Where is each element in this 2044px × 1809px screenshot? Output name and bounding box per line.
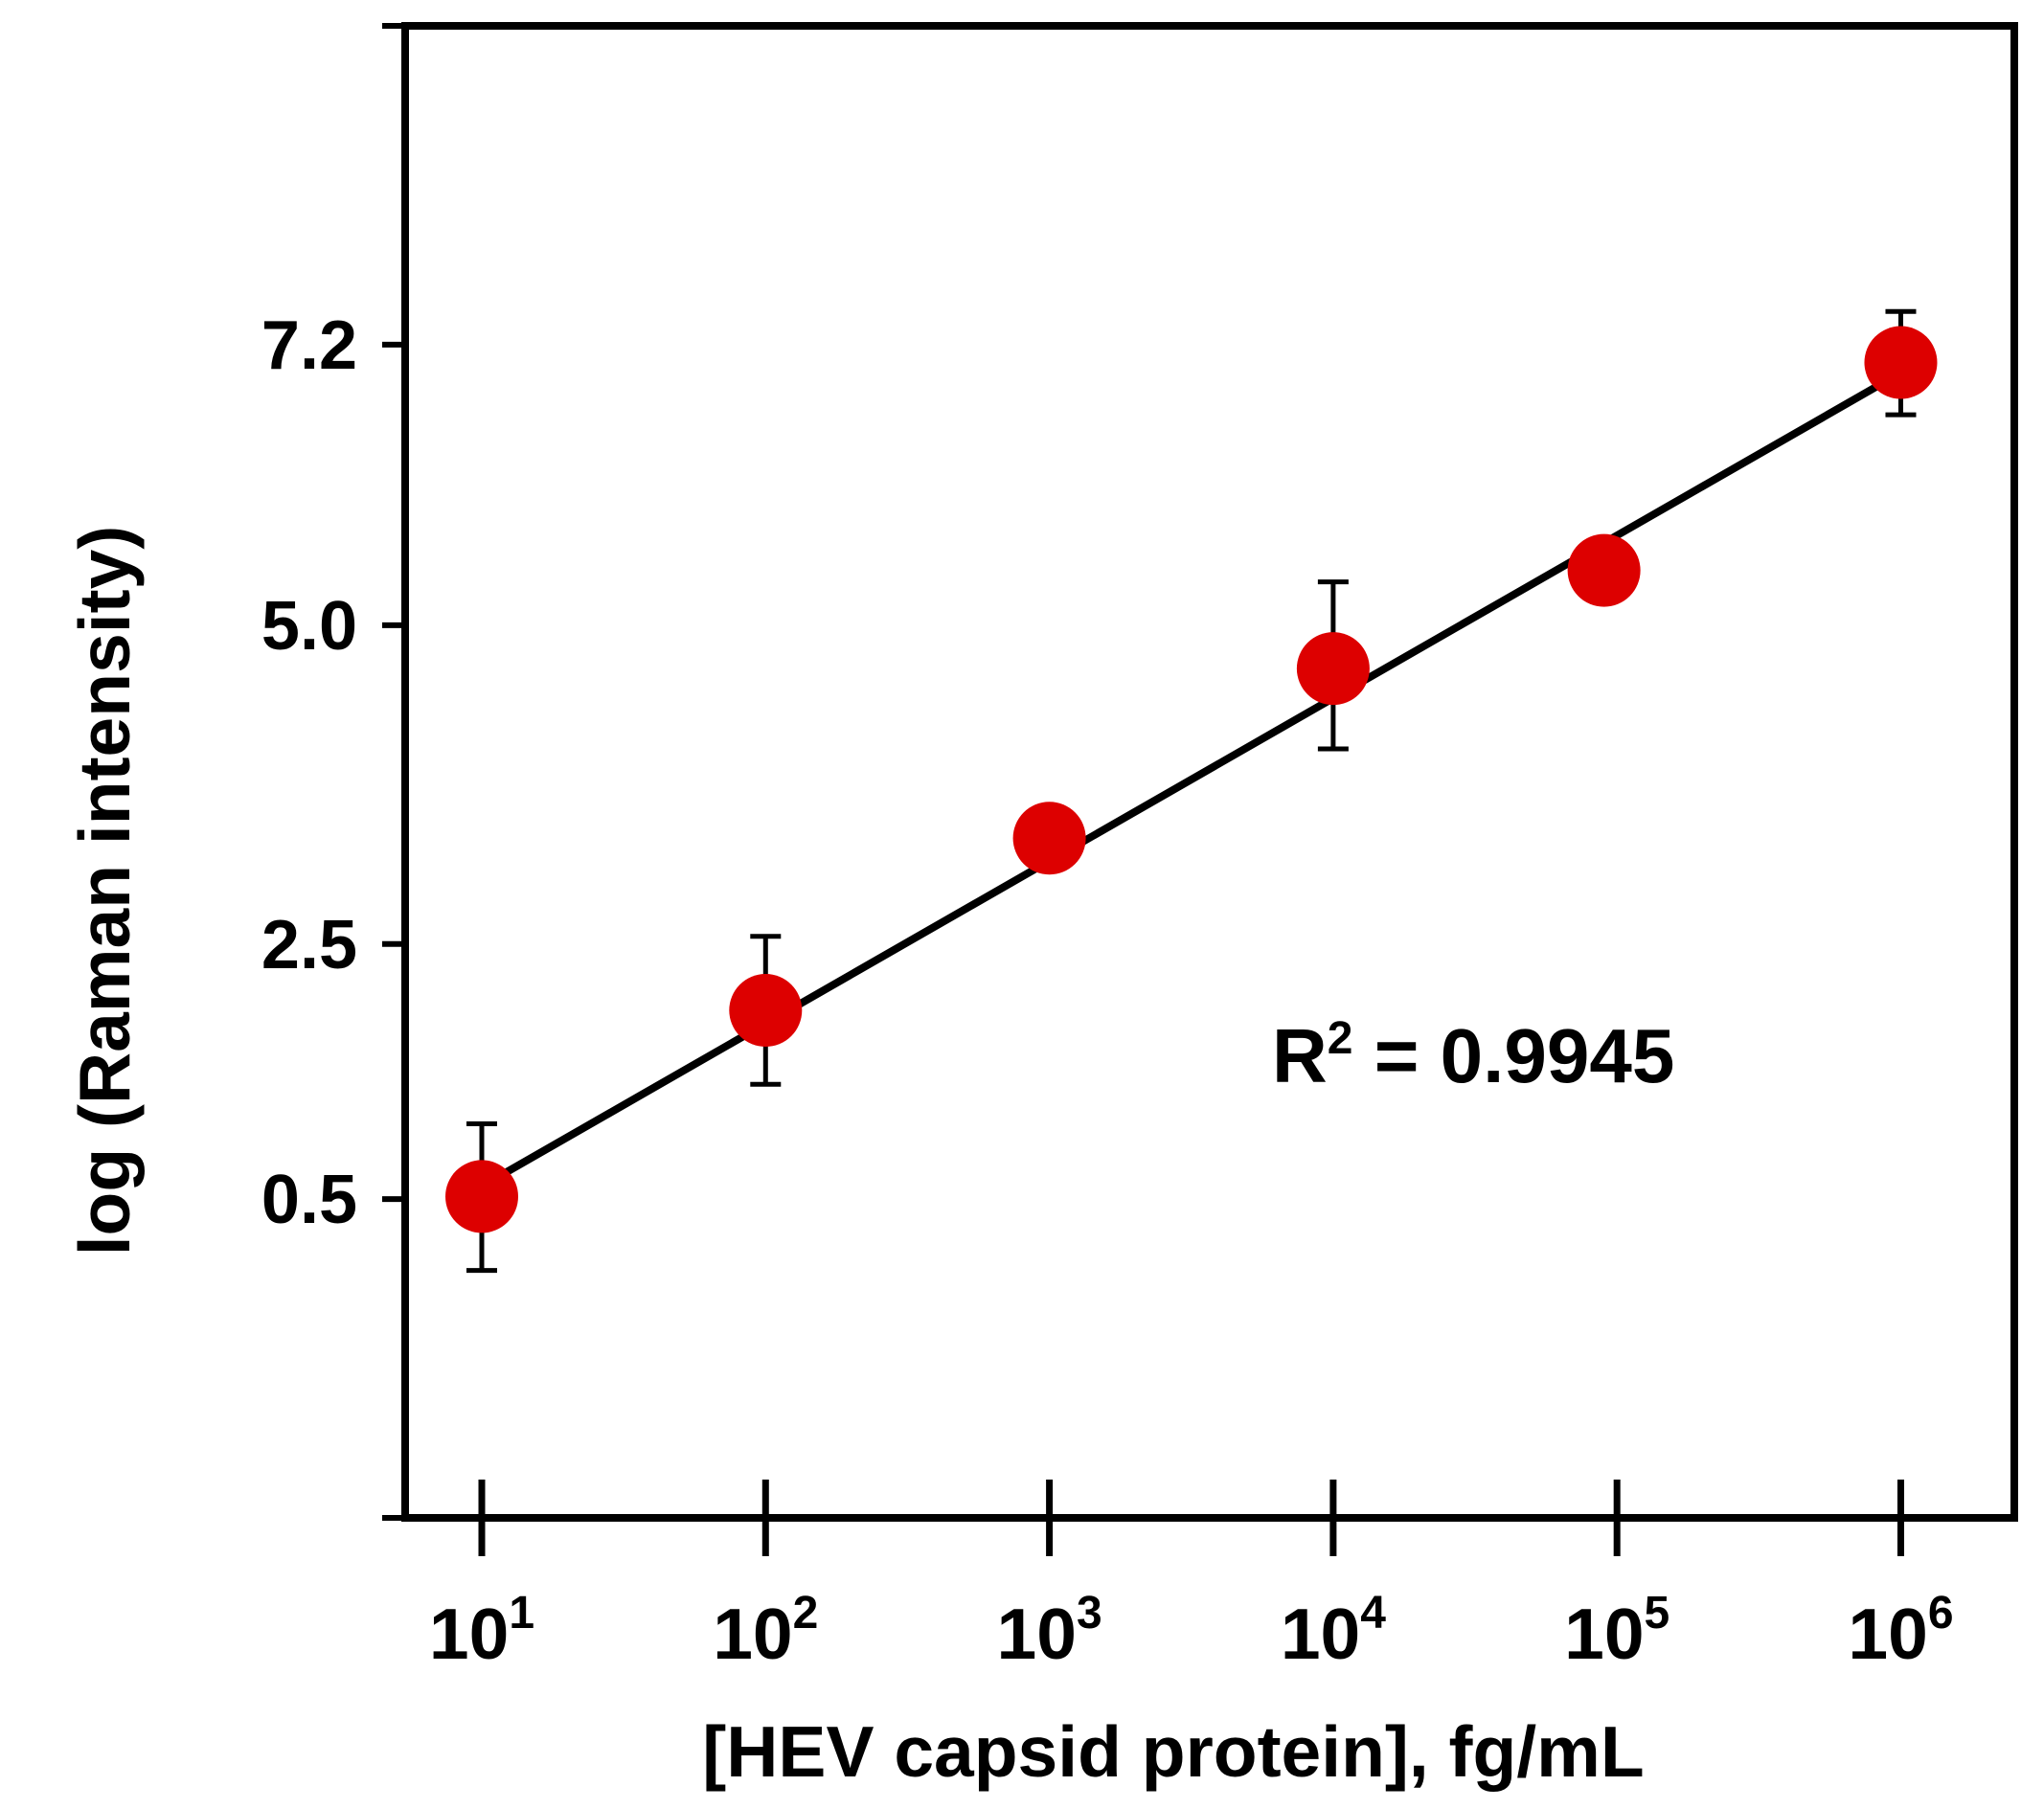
- plot-area-border: [401, 22, 2018, 1522]
- plot-frame: [401, 22, 2018, 1522]
- x-tick-label: 102: [713, 1588, 818, 1674]
- x-axis-ticks: 101 102 103 104 105 106: [429, 1480, 1954, 1674]
- x-tick-label: 106: [1848, 1588, 1953, 1674]
- y-tick-label: 2.5: [261, 907, 357, 984]
- r-squared-value: = 0.9945: [1352, 1013, 1674, 1098]
- error-bars: [466, 308, 1917, 1274]
- x-tick-label: 105: [1564, 1588, 1669, 1674]
- x-axis-title: [HEV capsid protein], fg/mL: [702, 1711, 1644, 1792]
- x-tick-label: 103: [997, 1588, 1102, 1674]
- x-tick-label: 104: [1281, 1588, 1386, 1674]
- data-point: [729, 974, 803, 1048]
- x-tick-label-base: 10: [1281, 1594, 1360, 1674]
- y-axis-ticks: 0.5 2.5 5.0 7.2: [261, 23, 405, 1521]
- r-squared-annotation: R2 = 0.9945: [1272, 1013, 1674, 1098]
- x-tick-label-base: 10: [1848, 1594, 1927, 1674]
- data-point: [1012, 802, 1086, 875]
- x-tick-label-exponent: 5: [1645, 1588, 1670, 1639]
- data-point: [1864, 326, 1938, 399]
- fit-line-group: [478, 369, 1905, 1190]
- y-tick-label: 5.0: [261, 588, 357, 665]
- x-tick-label-base: 10: [429, 1594, 509, 1674]
- x-tick-label-base: 10: [713, 1594, 792, 1674]
- data-point: [1567, 533, 1641, 607]
- y-tick-label: 7.2: [261, 307, 357, 384]
- data-points: [445, 326, 1938, 1233]
- fit-line: [478, 369, 1905, 1190]
- x-tick-label-exponent: 1: [509, 1588, 534, 1639]
- x-tick-label-exponent: 2: [793, 1588, 819, 1639]
- x-tick-label-base: 10: [1564, 1594, 1644, 1674]
- x-tick-label-exponent: 4: [1360, 1588, 1386, 1639]
- r-squared-superscript: 2: [1328, 1013, 1353, 1064]
- data-point: [1296, 632, 1370, 706]
- data-point: [445, 1160, 518, 1233]
- x-tick-label-exponent: 3: [1077, 1588, 1102, 1639]
- r-squared-symbol: R: [1272, 1013, 1328, 1098]
- y-axis-title: log (Raman intensity): [64, 526, 145, 1256]
- x-tick-label-base: 10: [997, 1594, 1077, 1674]
- y-tick-label: 0.5: [261, 1162, 357, 1238]
- x-tick-label: 101: [429, 1588, 534, 1674]
- x-tick-label-exponent: 6: [1928, 1588, 1954, 1639]
